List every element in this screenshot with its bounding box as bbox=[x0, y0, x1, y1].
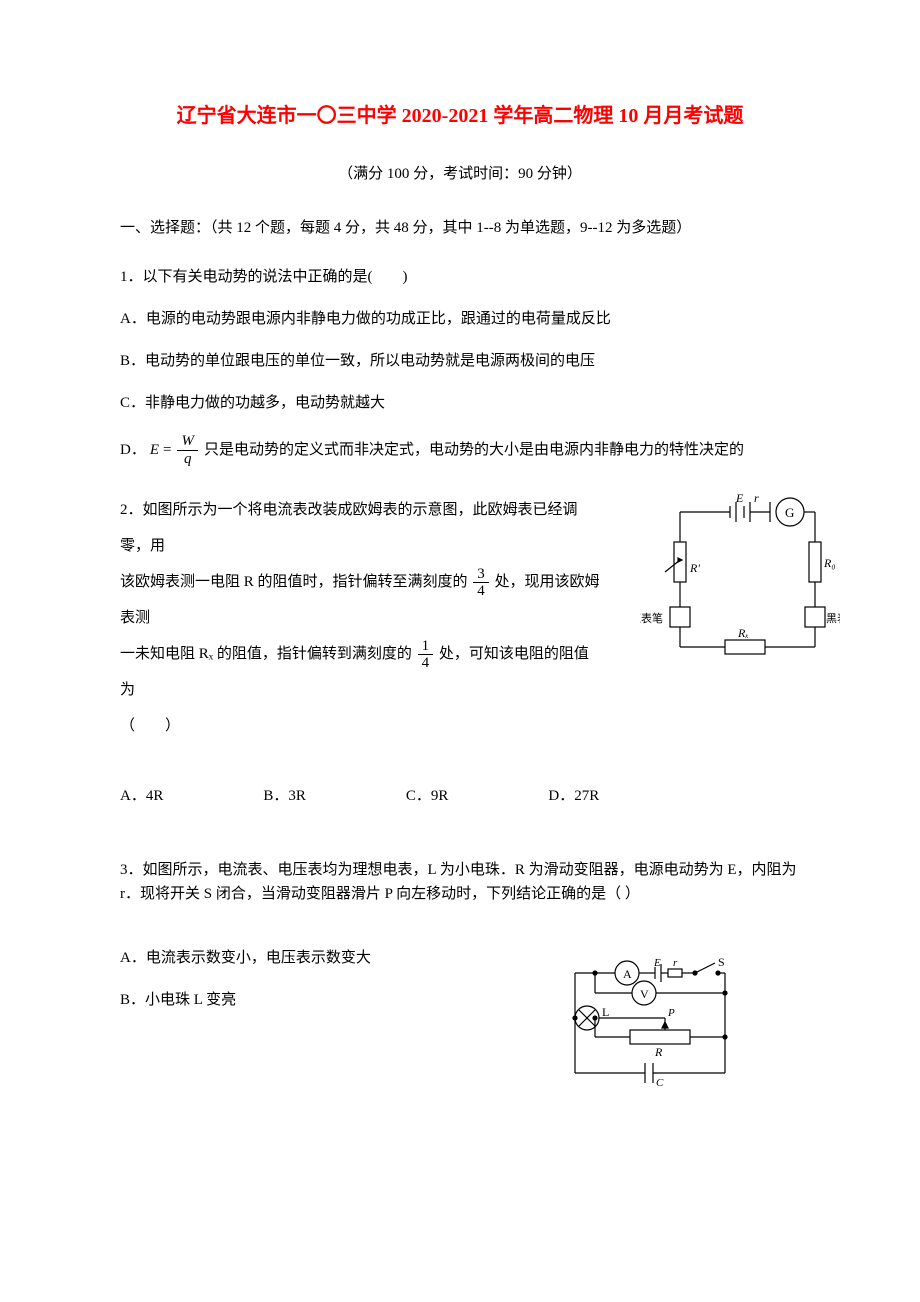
q3-fig-L: L bbox=[602, 1005, 609, 1019]
q2-frac2: 1 4 bbox=[418, 638, 434, 672]
q2-fig-R0: R₀ bbox=[823, 556, 836, 570]
q1-option-b: B．电动势的单位跟电压的单位一致，所以电动势就是电源两极间的电压 bbox=[120, 349, 800, 373]
q2-options: A．4R B．3R C．9R D．27R bbox=[120, 784, 800, 808]
q1-d-E: E bbox=[150, 438, 159, 462]
q3-fig-E: E bbox=[653, 958, 661, 969]
q2-option-b: B．3R bbox=[263, 784, 306, 808]
q3-fig-A: A bbox=[623, 967, 632, 981]
q2-fig-E: E bbox=[735, 492, 744, 505]
q2-fig-red: 红表笔 bbox=[640, 611, 663, 625]
exam-title: 辽宁省大连市一〇三中学 2020-2021 学年高二物理 10 月月考试题 bbox=[120, 100, 800, 132]
q2-fig-G: G bbox=[785, 505, 794, 520]
q3-option-a: A．电流表示数变小，电压表示数变大 bbox=[120, 946, 520, 970]
q2-line2: 该欧姆表测一电阻 R 的阻值时，指针偏转至满刻度的 3 4 处，现用该欧姆表测 bbox=[120, 564, 600, 636]
section-1-heading: 一、选择题：（共 12 个题，每题 4 分，共 48 分，其中 1--8 为单选… bbox=[120, 216, 800, 240]
q3-option-b: B．小电珠 L 变亮 bbox=[120, 988, 520, 1012]
q2-frac2-den: 4 bbox=[418, 655, 434, 672]
q1-d-fraction: W q bbox=[177, 433, 198, 467]
q1-d-num: W bbox=[177, 433, 198, 451]
q1-d-prefix: D． bbox=[120, 438, 146, 462]
q2-paren: （ ） bbox=[120, 708, 600, 744]
q2-option-d: D．27R bbox=[548, 784, 599, 808]
q2-frac1: 3 4 bbox=[473, 566, 489, 600]
q2-line2a: 该欧姆表测一电阻 R 的阻值时，指针偏转至满刻度的 bbox=[120, 574, 468, 590]
question-1: 1．以下有关电动势的说法中正确的是( ) A．电源的电动势跟电源内非静电力做的功… bbox=[120, 265, 800, 467]
q2-circuit-figure: E r G R' R₀ Rₓ 红表笔 黑表笔 bbox=[640, 492, 840, 670]
question-2: 2．如图所示为一个将电流表改装成欧姆表的示意图，此欧姆表已经调零，用 该欧姆表测… bbox=[120, 492, 800, 808]
q2-line3: 一未知电阻 Rₓ 的阻值，指针偏转到满刻度的 1 4 处，可知该电阻的阻值为 bbox=[120, 636, 600, 708]
q3-fig-S: S bbox=[718, 958, 725, 969]
q2-line1: 2．如图所示为一个将电流表改装成欧姆表的示意图，此欧姆表已经调零，用 bbox=[120, 492, 600, 564]
q3-circuit-figure: A V E r S L P R C bbox=[560, 958, 740, 1096]
q3-fig-R: R bbox=[654, 1045, 663, 1059]
q1-option-c: C．非静电力做的功越多，电动势就越大 bbox=[120, 391, 800, 415]
q2-frac2-num: 1 bbox=[418, 638, 434, 656]
q1-d-eq: = bbox=[163, 438, 171, 462]
q2-option-c: C．9R bbox=[406, 784, 449, 808]
q1-d-rest: 只是电动势的定义式而非决定式，电动势的大小是由电源内非静电力的特性决定的 bbox=[204, 438, 744, 462]
q2-frac1-den: 4 bbox=[473, 583, 489, 600]
question-3: 3．如图所示，电流表、电压表均为理想电表，L 为小电珠．R 为滑动变阻器，电源电… bbox=[120, 858, 800, 1012]
exam-subtitle: （满分 100 分，考试时间：90 分钟） bbox=[120, 162, 800, 186]
q2-fig-black: 黑表笔 bbox=[826, 611, 840, 625]
q2-fig-r: r bbox=[754, 492, 759, 505]
q1-option-d: D． E = W q 只是电动势的定义式而非决定式，电动势的大小是由电源内非静电… bbox=[120, 433, 800, 467]
q3-stem: 3．如图所示，电流表、电压表均为理想电表，L 为小电珠．R 为滑动变阻器，电源电… bbox=[120, 858, 800, 906]
q2-fig-Rprime: R' bbox=[689, 561, 700, 575]
q1-option-a: A．电源的电动势跟电源内非静电力做的功成正比，跟通过的电荷量成反比 bbox=[120, 307, 800, 331]
q2-frac1-num: 3 bbox=[473, 566, 489, 584]
q3-fig-V: V bbox=[640, 987, 649, 1001]
q1-d-den: q bbox=[177, 451, 198, 468]
q2-fig-Rx: Rₓ bbox=[737, 626, 749, 640]
q1-stem: 1．以下有关电动势的说法中正确的是( ) bbox=[120, 265, 800, 289]
q3-fig-C: C bbox=[656, 1077, 664, 1088]
q3-fig-P: P bbox=[667, 1007, 675, 1019]
q2-line3a: 一未知电阻 Rₓ 的阻值，指针偏转到满刻度的 bbox=[120, 646, 412, 662]
q3-fig-r: r bbox=[673, 958, 678, 969]
q2-option-a: A．4R bbox=[120, 784, 163, 808]
